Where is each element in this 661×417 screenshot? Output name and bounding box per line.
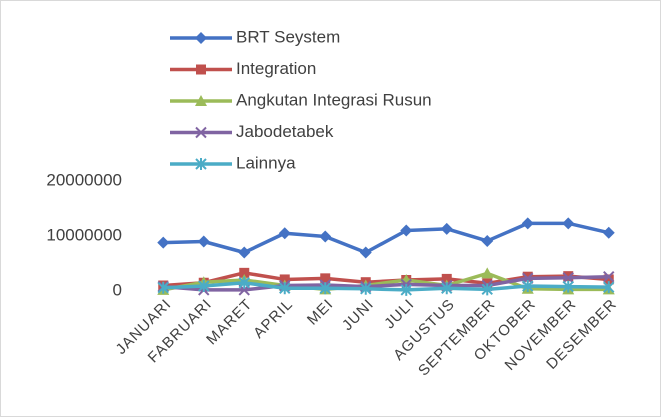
data-point [360,282,372,295]
data-point [278,227,291,240]
y-tick-label: 20000000 [46,170,122,189]
data-point [279,282,291,295]
legend-marker [195,126,207,139]
series-line [163,221,610,255]
data-point [481,283,493,296]
legend-label: Angkutan Integrasi Rusun [236,90,432,109]
data-point [562,272,574,284]
data-point [562,217,575,230]
series-line [162,271,609,292]
legend-marker [195,32,207,44]
legend-label: Lainnya [236,153,296,172]
legend-label: Jabodetabek [236,122,334,141]
data-point [482,278,493,289]
series-line [163,274,609,292]
data-point [320,273,331,284]
data-point [521,217,534,230]
data-point [279,274,290,285]
legend-label: Integration [236,59,316,78]
data-point [603,270,615,283]
legend-marker [196,64,206,75]
data-point [603,281,615,294]
data-point [440,222,453,235]
data-point [239,267,250,278]
y-tick-label: 0 [113,280,122,299]
data-point [603,274,614,285]
data-point [238,276,250,289]
data-point [319,282,331,295]
data-point [441,273,452,284]
data-point [400,224,413,237]
y-tick-label: 10000000 [46,225,122,244]
data-point [157,281,169,294]
data-point [602,226,615,239]
data-point [400,283,412,296]
data-point [522,280,534,293]
legend-marker [195,95,207,106]
data-point [238,246,251,259]
data-point [359,246,372,259]
legend-label: BRT Seystem [236,27,340,46]
series-line [163,281,609,292]
legend-marker [195,158,207,170]
data-point [481,267,494,279]
data-point [198,280,210,293]
data-point [157,236,170,249]
data-point [441,282,453,295]
data-point [319,230,332,243]
data-point [562,280,574,293]
data-point [197,235,210,248]
data-point [481,234,494,247]
